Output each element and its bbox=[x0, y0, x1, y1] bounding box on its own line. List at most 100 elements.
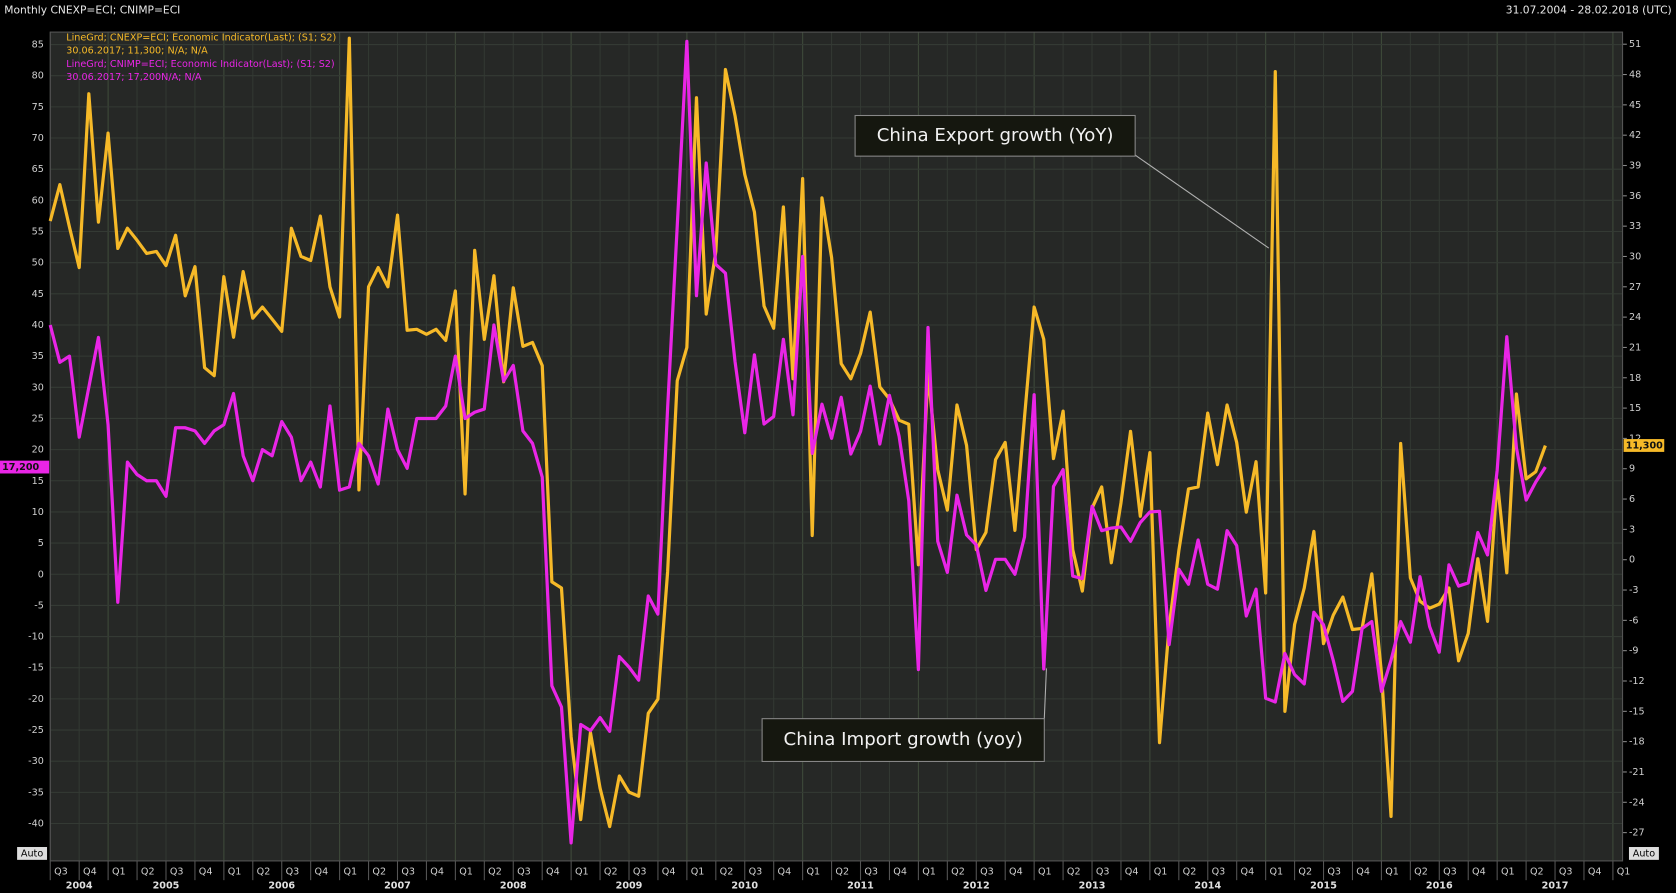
y2-tick-label: 33 bbox=[1629, 221, 1641, 232]
x-tick-label: Q2 bbox=[1530, 867, 1544, 878]
x-tick-label: Q1 bbox=[922, 867, 936, 878]
button-label[interactable]: Auto bbox=[1633, 848, 1655, 859]
x-tick-label: Q1 bbox=[228, 867, 242, 878]
y-tick-label: 50 bbox=[32, 258, 44, 269]
x-tick-label: Q1 bbox=[343, 867, 357, 878]
x-tick-label: Q2 bbox=[141, 867, 155, 878]
y-tick-label: -5 bbox=[34, 600, 44, 611]
annotation: China Import growth (yoy) bbox=[761, 668, 1047, 762]
annotation-box bbox=[761, 718, 1045, 762]
y2-tick-label: -24 bbox=[1629, 797, 1645, 808]
x-tick-label: Q2 bbox=[720, 867, 734, 878]
y2-tick-label: 24 bbox=[1629, 312, 1641, 323]
scale-button[interactable]: Auto bbox=[1628, 847, 1659, 860]
x-tick-label: Q4 bbox=[83, 867, 97, 878]
x-tick-label: Q1 bbox=[112, 867, 126, 878]
x-tick-label: Q2 bbox=[1298, 867, 1312, 878]
year-label: 2006 bbox=[268, 881, 295, 892]
x-tick-label: Q3 bbox=[517, 867, 531, 878]
x-tick-label: Q3 bbox=[54, 867, 68, 878]
lines bbox=[48, 36, 1547, 845]
x-tick-label: Q4 bbox=[1588, 867, 1602, 878]
y-tick-label: 75 bbox=[32, 102, 44, 113]
last-value-tags: 11,300 17,200 bbox=[0, 439, 1665, 474]
x-tick-label: Q4 bbox=[430, 867, 444, 878]
y2-tick-label: 39 bbox=[1629, 161, 1641, 172]
y-tick-label: 45 bbox=[32, 289, 44, 300]
y2-tick-label: -18 bbox=[1629, 737, 1645, 748]
annotation-text: China Import growth (yoy) bbox=[784, 729, 1023, 750]
y-tick-label: 35 bbox=[32, 351, 44, 362]
y-tick-label: 65 bbox=[32, 164, 44, 175]
y2-tick-label: 6 bbox=[1629, 494, 1635, 505]
x-tick-label: Q3 bbox=[1212, 867, 1226, 878]
series-line bbox=[48, 36, 1547, 829]
x-tick-label: Q1 bbox=[459, 867, 473, 878]
x-tick-label: Q4 bbox=[893, 867, 907, 878]
legend-entry: LineGrd; CNIMP=ECI; Economic Indicator(L… bbox=[66, 59, 334, 70]
x-tick-label: Q4 bbox=[546, 867, 560, 878]
y2-tick-label: 30 bbox=[1629, 251, 1641, 262]
x-tick-label: Q1 bbox=[1269, 867, 1283, 878]
y2-tick-label: 27 bbox=[1629, 282, 1641, 293]
y2-tick-label: 12 bbox=[1629, 433, 1641, 444]
year-label: 2012 bbox=[963, 881, 990, 892]
x-tick-label: Q3 bbox=[864, 867, 878, 878]
button-bg[interactable] bbox=[1628, 847, 1659, 860]
x-tick-label: Q1 bbox=[806, 867, 820, 878]
x-tick-label: Q2 bbox=[488, 867, 502, 878]
y-tick-label: -40 bbox=[28, 819, 44, 830]
x-tick-label: Q4 bbox=[1472, 867, 1486, 878]
y-tick-label: 85 bbox=[32, 40, 44, 51]
y-tick-label: 5 bbox=[38, 538, 44, 549]
y2-tick-label: 36 bbox=[1629, 191, 1641, 202]
x-tick-label: Q3 bbox=[1443, 867, 1457, 878]
last-value-label: 17,200 bbox=[2, 462, 39, 473]
y2-tick-label: 48 bbox=[1629, 70, 1641, 81]
x-tick-label: Q4 bbox=[778, 867, 792, 878]
legend-detail: 30.06.2017; 11,300; N/A; N/A bbox=[66, 45, 208, 56]
x-tick-label: Q4 bbox=[199, 867, 213, 878]
y-tick-label: 60 bbox=[32, 195, 44, 206]
x-tick-label: Q3 bbox=[633, 867, 647, 878]
y-tick-label: 70 bbox=[32, 133, 44, 144]
x-tick-label: Q3 bbox=[1096, 867, 1110, 878]
year-label: 2008 bbox=[500, 881, 527, 892]
y-tick-label: 40 bbox=[32, 320, 44, 331]
x-tick-label: Q3 bbox=[401, 867, 415, 878]
scale-button[interactable]: Auto bbox=[17, 847, 48, 860]
year-label: 2017 bbox=[1542, 881, 1569, 892]
year-label: 2004 bbox=[66, 881, 93, 892]
x-tick-label: Q1 bbox=[691, 867, 705, 878]
x-tick-label: Q3 bbox=[749, 867, 763, 878]
legend-detail: 30.06.2017; 17,200N/A; N/A bbox=[66, 72, 202, 83]
y2-tick-label: -6 bbox=[1629, 615, 1639, 626]
y-tick-label: -15 bbox=[28, 663, 44, 674]
x-tick-label: Q1 bbox=[1154, 867, 1168, 878]
y2-tick-label: 42 bbox=[1629, 130, 1641, 141]
series-line bbox=[48, 39, 1547, 845]
x-tick-label: Q4 bbox=[1356, 867, 1370, 878]
x-tick-label: Q4 bbox=[315, 867, 329, 878]
x-tick-label: Q4 bbox=[1241, 867, 1255, 878]
button-label[interactable]: Auto bbox=[21, 848, 43, 859]
y-tick-label: -25 bbox=[28, 725, 44, 736]
x-tick-label: Q4 bbox=[662, 867, 676, 878]
y-tick-label: -10 bbox=[28, 632, 44, 643]
y2-tick-label: 3 bbox=[1629, 524, 1635, 535]
y-tick-label: 15 bbox=[32, 476, 44, 487]
button-bg[interactable] bbox=[17, 847, 48, 860]
y-tick-label: -20 bbox=[28, 694, 44, 705]
y2-tick-label: 21 bbox=[1629, 342, 1641, 353]
y2-tick-label: 18 bbox=[1629, 373, 1641, 384]
leader-line bbox=[1134, 154, 1270, 249]
x-tick-label: Q4 bbox=[1009, 867, 1023, 878]
x-tick-label: Q2 bbox=[835, 867, 849, 878]
y-tick-label: 20 bbox=[32, 445, 44, 456]
year-label: 2010 bbox=[731, 881, 758, 892]
x-tick-label: Q2 bbox=[1183, 867, 1197, 878]
last-value-tag bbox=[1623, 439, 1665, 452]
last-value-label: 11,300 bbox=[1626, 440, 1663, 451]
year-label: 2016 bbox=[1426, 881, 1453, 892]
